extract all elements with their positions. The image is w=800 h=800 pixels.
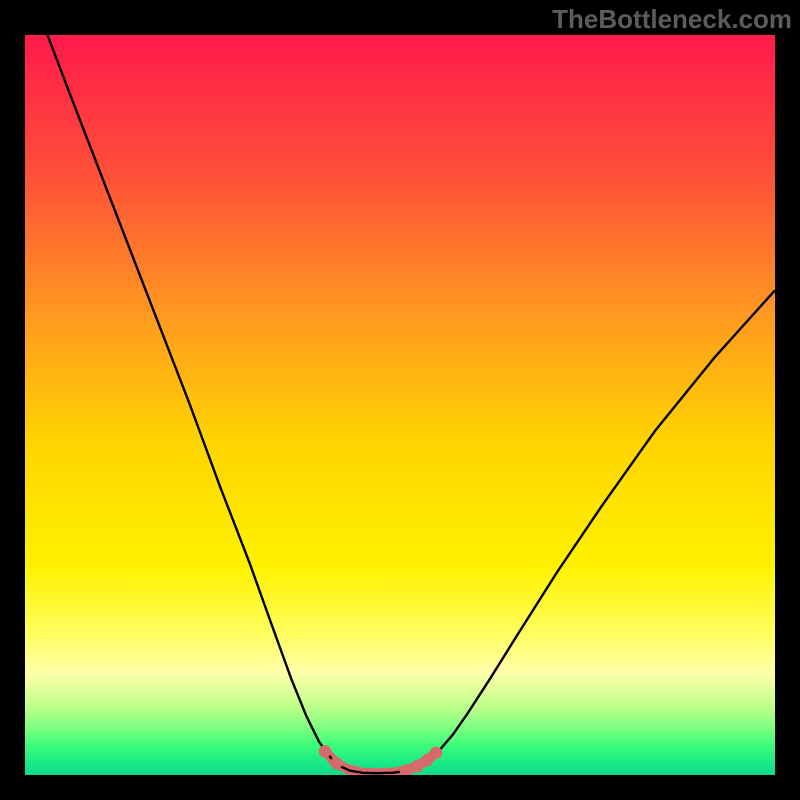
bottleneck-curve-plot — [25, 35, 775, 775]
watermark-text: TheBottleneck.com — [552, 4, 792, 35]
highlight-marker — [430, 747, 442, 759]
chart-frame: TheBottleneck.com — [0, 0, 800, 800]
highlight-marker — [330, 757, 342, 769]
highlight-marker — [319, 745, 331, 757]
